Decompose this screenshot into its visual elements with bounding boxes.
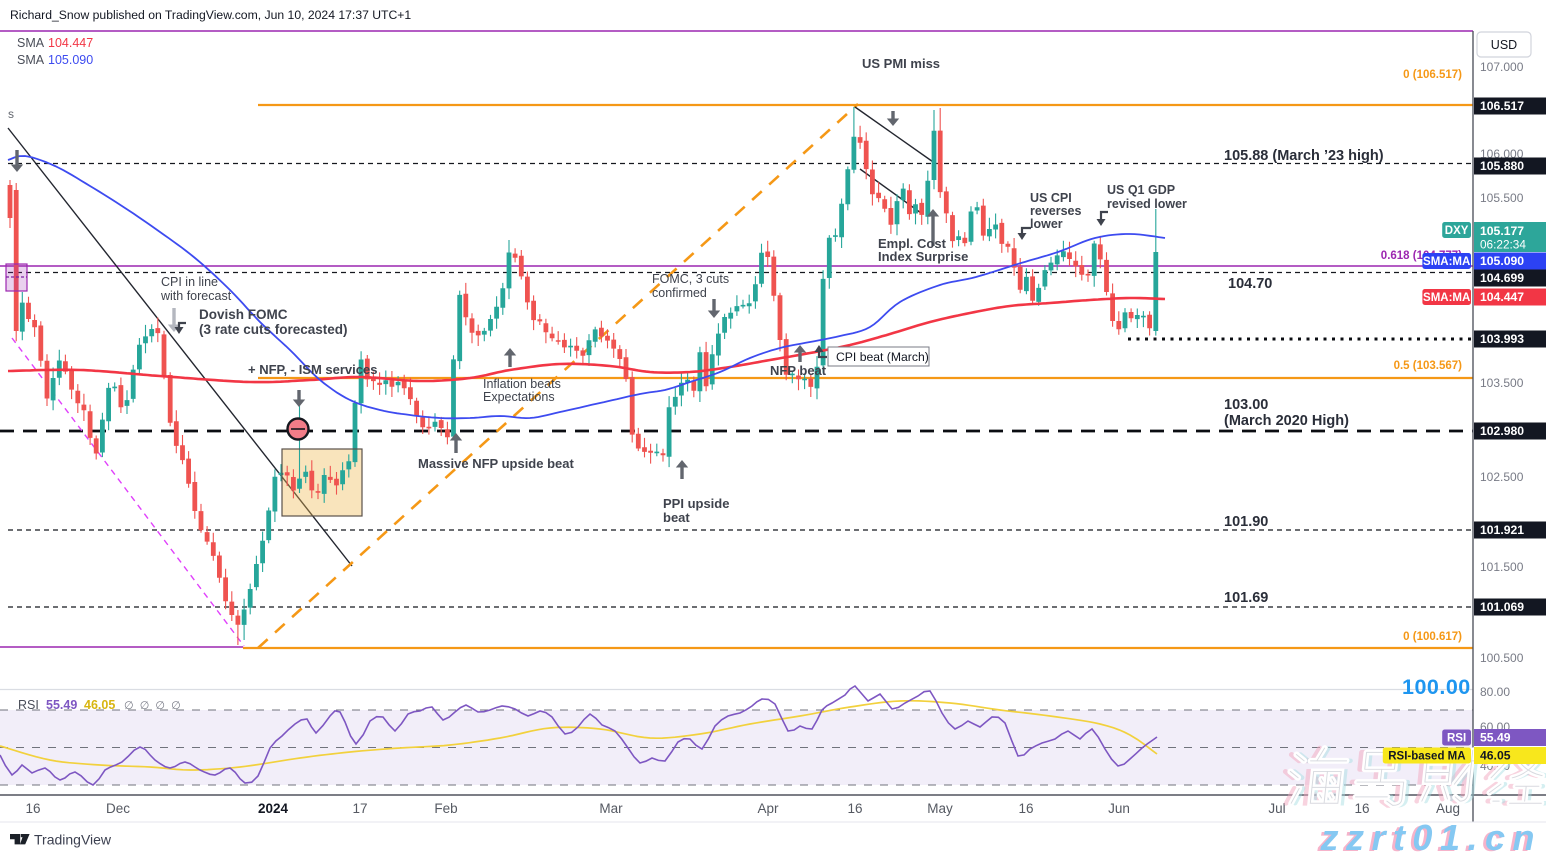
svg-text:16: 16 [847,801,862,816]
svg-text:46.05: 46.05 [1480,749,1511,763]
svg-text:102.980: 102.980 [1480,424,1524,438]
svg-text:SMA:MA: SMA:MA [1423,256,1470,268]
svg-text:103.00: 103.00 [1224,397,1268,413]
svg-text:Apr: Apr [757,801,779,816]
svg-text:100.00: 100.00 [1402,675,1471,699]
svg-text:16: 16 [1018,801,1033,816]
svg-text:US PMI miss: US PMI miss [862,56,940,71]
svg-text:17: 17 [352,801,367,816]
svg-text:Dec: Dec [106,801,130,816]
svg-text:104.447: 104.447 [48,36,93,50]
svg-text:s: s [8,107,14,121]
svg-text:107.000: 107.000 [1480,60,1524,74]
svg-text:TradingView: TradingView [34,832,112,848]
svg-text:Jul: Jul [1268,801,1285,816]
svg-text:Expectations: Expectations [483,390,555,404]
svg-text:US CPI: US CPI [1030,191,1072,205]
svg-text:NFP beat: NFP beat [770,363,827,378]
svg-text:SMA:MA: SMA:MA [1423,292,1470,304]
svg-text:101.90: 101.90 [1224,514,1268,530]
svg-text:16: 16 [25,801,40,816]
svg-text:105.090: 105.090 [1480,254,1524,268]
svg-text:103.993: 103.993 [1480,332,1524,346]
svg-text:USD: USD [1491,38,1517,52]
svg-text:SMA: SMA [17,53,45,67]
svg-text:102.500: 102.500 [1480,470,1524,484]
svg-text:101.921: 101.921 [1480,523,1524,537]
svg-text:RSI: RSI [18,698,39,712]
svg-text:Dovish FOMC: Dovish FOMC [199,307,288,322]
svg-text:104.699: 104.699 [1480,271,1524,285]
svg-text:101.069: 101.069 [1480,600,1524,614]
svg-text:105.88 (March ’23 high): 105.88 (March ’23 high) [1224,148,1384,164]
svg-text:0 (106.517): 0 (106.517) [1403,69,1462,81]
svg-text:zzrt01.cn: zzrt01.cn [1316,818,1539,857]
svg-text:105.090: 105.090 [48,53,93,67]
svg-text:101.69: 101.69 [1224,590,1268,606]
svg-text:Inflation beats: Inflation beats [483,377,561,391]
svg-text:US Q1 GDP: US Q1 GDP [1107,183,1175,197]
svg-text:105.177: 105.177 [1480,224,1524,238]
svg-text:FOMC, 3 cuts: FOMC, 3 cuts [652,272,729,286]
svg-text:55.49: 55.49 [1480,731,1511,745]
svg-text:lower: lower [1030,217,1063,231]
svg-text:reverses: reverses [1030,204,1081,218]
svg-text:103.500: 103.500 [1480,376,1524,390]
svg-text:CPI beat (March): CPI beat (March) [836,350,929,364]
svg-text:May: May [927,801,953,816]
svg-text:DXY: DXY [1445,225,1469,237]
svg-text:Aug: Aug [1436,801,1460,816]
svg-text:55.49: 55.49 [46,698,77,712]
svg-text:Massive NFP upside beat: Massive NFP upside beat [418,456,574,471]
svg-text:+ NFP, - ISM services: + NFP, - ISM services [248,362,377,377]
svg-text:105.500: 105.500 [1480,191,1524,205]
svg-text:80.00: 80.00 [1480,685,1510,699]
svg-text:Mar: Mar [599,801,623,816]
svg-text:PPI upside: PPI upside [663,496,729,511]
svg-text:104.70: 104.70 [1228,276,1272,292]
svg-text:(March 2020 High): (March 2020 High) [1224,413,1349,429]
svg-text:SMA: SMA [17,36,45,50]
svg-text:revised lower: revised lower [1107,197,1187,211]
svg-text:100.500: 100.500 [1480,651,1524,665]
svg-text:CPI in line: CPI in line [161,275,218,289]
svg-text:confirmed: confirmed [652,286,707,300]
svg-text:106.517: 106.517 [1480,99,1524,113]
svg-text:Empl. Cost: Empl. Cost [878,236,947,251]
svg-text:105.880: 105.880 [1480,159,1524,173]
svg-text:Jun: Jun [1108,801,1130,816]
svg-text:104.447: 104.447 [1480,290,1524,304]
svg-text:2024: 2024 [258,801,289,816]
svg-text:beat: beat [663,510,690,525]
svg-text:06:22:34: 06:22:34 [1480,238,1526,252]
svg-text:RSI: RSI [1447,733,1466,745]
svg-text:Feb: Feb [434,801,457,816]
svg-text:46.05: 46.05 [84,698,115,712]
svg-text:RSI-based MA: RSI-based MA [1388,751,1465,763]
svg-text:∅ ∅ ∅ ∅: ∅ ∅ ∅ ∅ [124,700,181,712]
svg-text:(3 rate cuts forecasted): (3 rate cuts forecasted) [199,322,348,337]
svg-text:zzrt01.cn: zzrt01.cn [1319,817,1542,857]
svg-text:with forecast: with forecast [160,289,232,303]
svg-text:0 (100.617): 0 (100.617) [1403,631,1462,643]
svg-text:0.5 (103.567): 0.5 (103.567) [1394,360,1463,372]
svg-text:16: 16 [1354,801,1369,816]
svg-text:Index Surprise: Index Surprise [878,249,968,264]
svg-text:101.500: 101.500 [1480,560,1524,574]
svg-text:Richard_Snow published on Trad: Richard_Snow published on TradingView.co… [10,8,411,22]
